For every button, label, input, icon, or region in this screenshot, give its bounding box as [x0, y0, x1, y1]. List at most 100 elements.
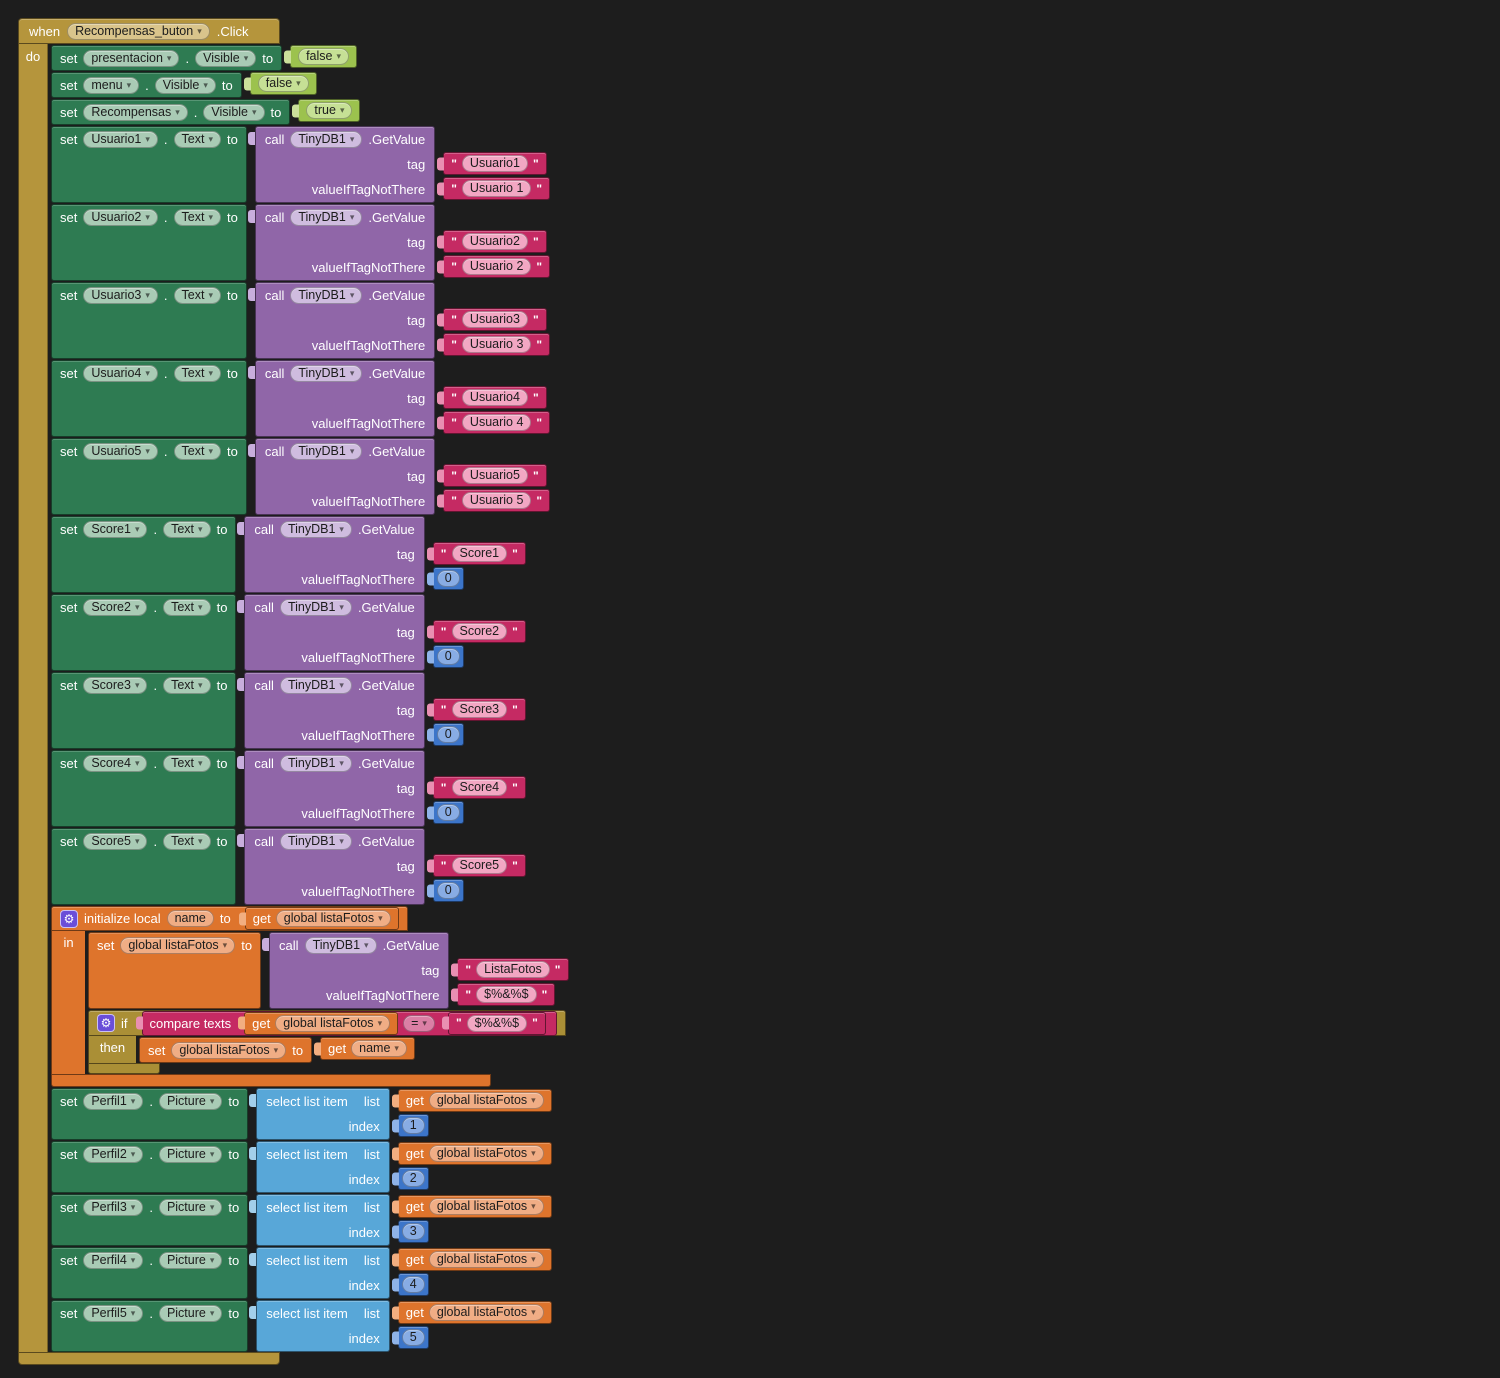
component-dropdown[interactable]: Usuario5 ▾ [83, 442, 158, 460]
component-dropdown[interactable]: presentacion ▾ [83, 49, 180, 67]
fallback-number-block[interactable]: 0 [432, 801, 464, 824]
call-getvalue-block[interactable]: call TinyDB1 ▾ .GetValue tag valueIfTagNotThe… [237, 672, 526, 749]
initialize-local-block[interactable]: ⚙ initialize local name to get global listaFo… [51, 906, 569, 1087]
component-dropdown[interactable]: Score1 ▾ [83, 520, 148, 538]
tag-text-block[interactable]: " Usuario2 " [443, 230, 547, 253]
component-dropdown[interactable]: Usuario1 ▾ [83, 130, 158, 148]
get-variable-block[interactable]: get global listaFotos ▾ [397, 1248, 552, 1271]
component-dropdown[interactable]: Perfil3 ▾ [83, 1198, 144, 1216]
number-value-field[interactable]: 0 [436, 648, 460, 665]
get-variable-block[interactable]: get name ▾ [320, 1037, 415, 1060]
text-value-field[interactable]: Score2 [451, 623, 508, 640]
variable-setter-block[interactable]: set global listaFotos ▾ to [139, 1037, 313, 1063]
tag-text-block[interactable]: " Score1 " [432, 542, 526, 565]
call-getvalue-block[interactable]: call TinyDB1 ▾ .GetValue tag valueIfTagNotThe… [237, 828, 526, 905]
get-variable-block[interactable]: get global listaFotos ▾ [397, 1195, 552, 1218]
set-text-statement[interactable]: set Usuario4 ▾. Text ▾ to call TinyDB1 ▾ .GetValu… [51, 360, 569, 437]
component-dropdown[interactable]: Perfil5 ▾ [83, 1304, 144, 1322]
variable-dropdown[interactable]: global listaFotos ▾ [428, 1198, 544, 1215]
component-dropdown[interactable]: Perfil1 ▾ [83, 1092, 144, 1110]
logic-value-dropdown[interactable]: false ▾ [298, 48, 349, 65]
variable-setter-block[interactable]: set global listaFotos ▾ to [88, 932, 262, 1009]
set-text-statement[interactable]: set Usuario2 ▾. Text ▾ to call TinyDB1 ▾ .GetValu… [51, 204, 569, 281]
variable-dropdown[interactable]: global listaFotos ▾ [171, 1041, 287, 1059]
property-dropdown[interactable]: Text ▾ [173, 442, 221, 460]
text-value-field[interactable]: $%&%$ [466, 1014, 528, 1032]
component-setter-block[interactable]: set Score5 ▾. Text ▾ to [51, 828, 237, 905]
component-setter-block[interactable]: set Score3 ▾. Text ▾ to [51, 672, 237, 749]
component-setter-block[interactable]: set Perfil5 ▾. Picture ▾ to [51, 1300, 249, 1352]
logic-value-dropdown[interactable]: false ▾ [257, 75, 309, 92]
set-text-statement[interactable]: set Score4 ▾. Text ▾ to call TinyDB1 ▾ .GetValue t… [51, 750, 569, 827]
text-value-field[interactable]: $%&%$ [476, 986, 537, 1003]
set-text-statement[interactable]: set Score5 ▾. Text ▾ to call TinyDB1 ▾ .GetValue t… [51, 828, 569, 905]
component-dropdown[interactable]: Score5 ▾ [83, 832, 148, 850]
property-dropdown[interactable]: Text ▾ [163, 676, 211, 694]
component-dropdown[interactable]: TinyDB1 ▾ [304, 937, 377, 954]
text-value-field[interactable]: Usuario 3 [461, 336, 532, 353]
set-visible-statement[interactable]: set Recompensas ▾. Visible ▾ to true ▾ [51, 99, 569, 125]
set-text-statement[interactable]: set Usuario5 ▾. Text ▾ to call TinyDB1 ▾ .GetValu… [51, 438, 569, 515]
select-list-item-block[interactable]: select list item list index get global lista… [249, 1300, 552, 1352]
select-list-item-block[interactable]: select list item list index get global lista… [249, 1088, 552, 1140]
tag-text-block[interactable]: " Usuario1 " [443, 152, 547, 175]
text-value-field[interactable]: Usuario3 [461, 311, 528, 328]
logic-block[interactable]: true ▾ [298, 99, 361, 122]
fallback-number-block[interactable]: 0 [432, 567, 464, 590]
text-value-field[interactable]: Score1 [451, 545, 508, 562]
call-getvalue-block[interactable]: call TinyDB1 ▾ .GetValue tag valueIfTagNotThe… [237, 594, 526, 671]
fallback-text-block[interactable]: " Usuario 4 " [443, 411, 551, 434]
component-dropdown[interactable]: Perfil4 ▾ [83, 1251, 144, 1269]
component-setter-block[interactable]: set Perfil2 ▾. Picture ▾ to [51, 1141, 249, 1193]
component-dropdown[interactable]: Usuario3 ▾ [83, 286, 158, 304]
number-value-field[interactable]: 0 [436, 804, 460, 821]
text-value-field[interactable]: Usuario 4 [461, 414, 532, 431]
tag-text-block[interactable]: " Score2 " [432, 620, 526, 643]
component-setter-block[interactable]: set Usuario5 ▾. Text ▾ to [51, 438, 247, 515]
call-getvalue-block[interactable]: call TinyDB1 ▾ .GetValue tag valueIfTagNotThe… [247, 282, 551, 359]
fallback-text-block[interactable]: " Usuario 3 " [443, 333, 551, 356]
index-number-block[interactable]: 4 [397, 1273, 429, 1296]
logic-block[interactable]: false ▾ [249, 72, 317, 95]
text-value-field[interactable]: ListaFotos [476, 961, 550, 978]
number-value-field[interactable]: 5 [401, 1329, 425, 1346]
set-text-statement[interactable]: set Score2 ▾. Text ▾ to call TinyDB1 ▾ .GetValue t… [51, 594, 569, 671]
set-text-statement[interactable]: set Score1 ▾. Text ▾ to call TinyDB1 ▾ .GetValue t… [51, 516, 569, 593]
compare-texts-block[interactable]: compare texts get global listaFotos ▾ = ▾ " $%&… [141, 1010, 557, 1036]
variable-dropdown[interactable]: global listaFotos ▾ [428, 1304, 544, 1321]
property-dropdown[interactable]: Picture ▾ [158, 1145, 223, 1163]
property-dropdown[interactable]: Visible ▾ [203, 103, 265, 121]
number-value-field[interactable]: 0 [436, 726, 460, 743]
text-value-field[interactable]: Usuario5 [461, 467, 528, 484]
component-dropdown[interactable]: TinyDB1 ▾ [279, 833, 352, 850]
component-setter-block[interactable]: set Score4 ▾. Text ▾ to [51, 750, 237, 827]
set-picture-statement[interactable]: set Perfil4 ▾. Picture ▾ to select list item li… [51, 1247, 569, 1299]
component-setter-block[interactable]: set Perfil4 ▾. Picture ▾ to [51, 1247, 249, 1299]
text-value-field[interactable]: Usuario 5 [461, 492, 532, 509]
call-getvalue-block[interactable]: call TinyDB1 ▾ .GetValue tag valueIfTagNotThe… [247, 360, 551, 437]
text-value-field[interactable]: Score5 [451, 857, 508, 874]
component-dropdown[interactable]: Perfil2 ▾ [83, 1145, 144, 1163]
call-getvalue-block[interactable]: call TinyDB1 ▾ .GetValue tag valueIfTagNotThe… [237, 516, 526, 593]
component-dropdown[interactable]: Score2 ▾ [83, 598, 148, 616]
call-getvalue-block[interactable]: call TinyDB1 ▾ .GetValue tag valueIfTagNotThe… [247, 204, 551, 281]
select-list-item-block[interactable]: select list item list index get global lista… [249, 1141, 552, 1193]
index-number-block[interactable]: 1 [397, 1114, 429, 1137]
select-list-item-block[interactable]: select list item list index get global lista… [249, 1247, 552, 1299]
initialize-local-header[interactable]: ⚙ initialize local name to get global listaFo… [51, 906, 408, 931]
tag-text-block[interactable]: " Score4 " [432, 776, 526, 799]
variable-dropdown[interactable]: global listaFotos ▾ [428, 1092, 544, 1109]
component-setter-block[interactable]: set Score2 ▾. Text ▾ to [51, 594, 237, 671]
component-dropdown[interactable]: TinyDB1 ▾ [279, 755, 352, 772]
local-name-field[interactable]: name [166, 910, 214, 927]
number-value-field[interactable]: 4 [401, 1276, 425, 1293]
set-picture-statement[interactable]: set Perfil2 ▾. Picture ▾ to select list item li… [51, 1141, 569, 1193]
property-dropdown[interactable]: Text ▾ [173, 130, 221, 148]
component-dropdown[interactable]: Usuario2 ▾ [83, 208, 158, 226]
variable-dropdown[interactable]: global listaFotos ▾ [275, 1014, 391, 1032]
tag-text-block[interactable]: " Usuario3 " [443, 308, 547, 331]
then-set-statement[interactable]: set global listaFotos ▾ to get name ▾ [139, 1037, 415, 1063]
number-value-field[interactable]: 1 [401, 1117, 425, 1134]
property-dropdown[interactable]: Picture ▾ [158, 1304, 223, 1322]
property-dropdown[interactable]: Text ▾ [163, 520, 211, 538]
